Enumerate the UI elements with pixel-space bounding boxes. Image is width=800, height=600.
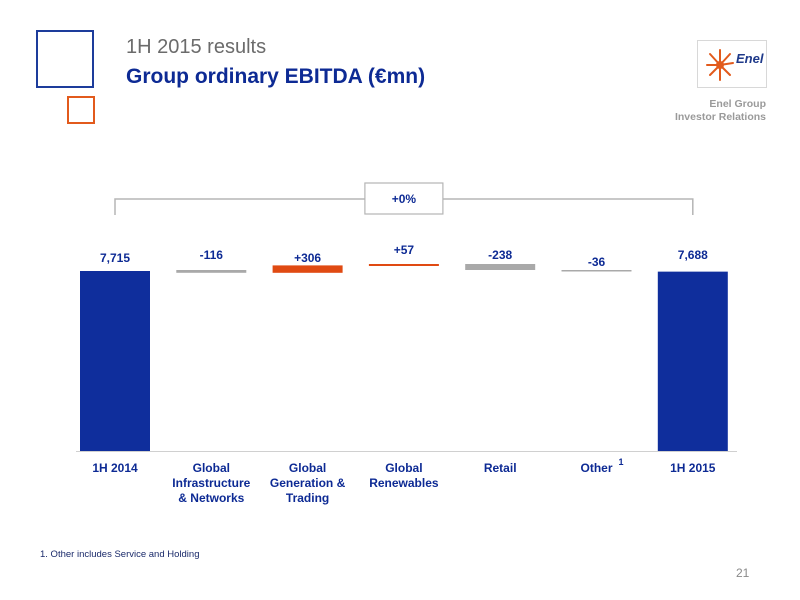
category-label-1-2: & Networks	[178, 491, 244, 505]
category-label-1-0: Global	[193, 461, 230, 475]
corporate-label-line1: Enel Group	[709, 98, 766, 110]
data-label-1: -116	[200, 248, 224, 262]
category-label-3-1: Renewables	[369, 476, 439, 490]
data-label-2: +306	[294, 251, 321, 265]
bar-1	[176, 270, 247, 273]
category-label-2-0: Global	[289, 461, 326, 475]
bar-2	[272, 265, 343, 273]
decorative-square-blue	[36, 30, 94, 88]
bar-6	[657, 271, 728, 451]
bar-0	[80, 271, 150, 451]
data-label-5: -36	[588, 255, 606, 269]
category-label-3-0: Global	[385, 461, 422, 475]
enel-logo-text: Enel	[736, 51, 764, 66]
category-label-4-0: Retail	[484, 461, 517, 475]
data-label-4: -238	[488, 248, 512, 262]
slide-supertitle: 1H 2015 results	[126, 36, 267, 58]
category-label-0-0: 1H 2014	[92, 461, 138, 475]
footnote: 1. Other includes Service and Holding	[40, 549, 200, 560]
enel-logo: Enel	[697, 40, 767, 88]
corporate-label: Enel Group Investor Relations	[675, 98, 766, 124]
corporate-label-line2: Investor Relations	[674, 111, 766, 123]
slide-title: Group ordinary EBITDA (€mn)	[126, 65, 426, 88]
bracket-label: +0%	[392, 192, 417, 206]
category-label-5-0: Other	[580, 461, 612, 475]
bar-4	[465, 264, 536, 270]
category-label-6-0: 1H 2015	[670, 461, 716, 475]
category-label-2-1: Generation &	[270, 476, 346, 490]
data-label-6: 7,688	[678, 248, 708, 262]
category-label-1-1: Infrastructure	[172, 476, 250, 490]
bracket-label-box	[364, 182, 444, 215]
page-number: 21	[736, 566, 750, 580]
category-superscript-5: 1	[619, 457, 624, 467]
data-label-3: +57	[394, 243, 415, 257]
bar-5	[561, 270, 632, 272]
bar-3	[368, 264, 439, 266]
data-label-0: 7,715	[100, 251, 130, 265]
category-label-2-2: Trading	[286, 491, 329, 505]
enel-logo-icon	[706, 49, 734, 81]
decorative-square-orange	[67, 96, 95, 124]
